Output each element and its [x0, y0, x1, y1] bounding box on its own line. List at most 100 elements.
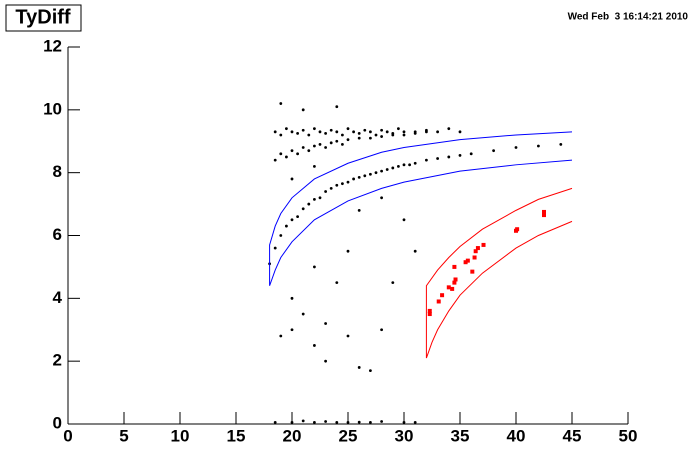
data-point [313, 164, 316, 168]
data-point [329, 186, 333, 190]
data-point [450, 286, 455, 291]
data-point [301, 207, 305, 211]
data-point [458, 153, 462, 157]
y-tick-label: 8 [53, 162, 62, 181]
data-point [307, 133, 311, 137]
data-point [427, 308, 432, 313]
data-point [514, 146, 518, 149]
data-point [324, 190, 327, 193]
data-point [329, 141, 333, 145]
data-point [296, 152, 299, 156]
data-point [413, 421, 417, 424]
data-point [273, 130, 277, 134]
data-point [542, 209, 546, 214]
x-tick-label: 5 [119, 426, 128, 445]
data-point [301, 312, 305, 316]
data-point [515, 227, 520, 232]
data-point [369, 172, 372, 176]
data-point [397, 164, 400, 168]
x-tick-label: 50 [619, 426, 638, 445]
data-point [473, 249, 478, 254]
data-point [492, 149, 495, 153]
data-point [385, 168, 389, 171]
data-point [380, 420, 383, 423]
data-point [279, 102, 283, 105]
data-point [369, 421, 372, 424]
cut-curve [425, 187, 573, 359]
data-point [285, 224, 288, 228]
data-point [470, 269, 475, 274]
data-point [313, 421, 316, 424]
data-point [369, 136, 372, 140]
data-point [301, 146, 305, 149]
data-point [279, 152, 283, 156]
data-point [301, 419, 305, 423]
data-point [436, 157, 439, 160]
data-point [335, 183, 339, 187]
data-point [318, 196, 322, 200]
data-point [402, 218, 406, 222]
data-point [346, 180, 350, 184]
data-point [447, 127, 451, 131]
data-point [481, 242, 486, 247]
data-point [463, 260, 468, 265]
x-tick-label: 35 [451, 426, 470, 445]
cut-curve [269, 131, 573, 286]
chart-title: TyDiff [15, 6, 71, 28]
data-point [313, 265, 316, 269]
data-point [346, 138, 350, 142]
data-point [335, 421, 339, 424]
data-point [357, 208, 361, 212]
data-point [425, 158, 428, 162]
data-point [313, 344, 316, 347]
data-point [380, 196, 383, 200]
data-point [290, 149, 294, 153]
data-point [452, 280, 457, 285]
data-point [408, 163, 411, 167]
data-point [453, 277, 458, 282]
data-point [273, 158, 277, 162]
data-point [374, 133, 378, 137]
x-tick-label: 45 [563, 426, 582, 445]
x-tick-label: 0 [63, 426, 72, 445]
data-point [324, 131, 327, 135]
data-point [472, 255, 477, 260]
data-point [296, 131, 299, 135]
data-point [346, 127, 350, 131]
data-point [290, 177, 294, 181]
data-point [290, 296, 294, 300]
data-point [369, 369, 372, 372]
data-point [469, 152, 473, 156]
x-tick-label: 30 [395, 426, 414, 445]
title-box [5, 4, 82, 32]
data-point [391, 166, 395, 170]
data-point [313, 144, 316, 148]
data-point [335, 130, 339, 134]
data-point [427, 312, 432, 317]
y-tick-label: 12 [43, 36, 62, 55]
data-point [402, 163, 406, 167]
data-point [380, 128, 383, 132]
data-point [318, 142, 322, 146]
x-tick-label: 25 [339, 426, 358, 445]
data-point [285, 127, 288, 131]
data-point [402, 133, 406, 137]
data-point [357, 136, 361, 140]
data-point [391, 281, 395, 285]
data-point [436, 130, 439, 134]
data-point [324, 322, 327, 325]
data-point [542, 213, 546, 218]
y-tick-label: 2 [53, 351, 62, 370]
data-point [290, 218, 294, 222]
data-point [307, 149, 311, 153]
data-point [402, 130, 406, 134]
data-point [290, 328, 294, 332]
data-point [324, 146, 327, 149]
data-point [352, 130, 355, 134]
data-point [313, 127, 316, 131]
data-point [413, 161, 417, 165]
data-point [329, 128, 333, 132]
data-point [465, 258, 470, 263]
data-point [452, 264, 457, 269]
